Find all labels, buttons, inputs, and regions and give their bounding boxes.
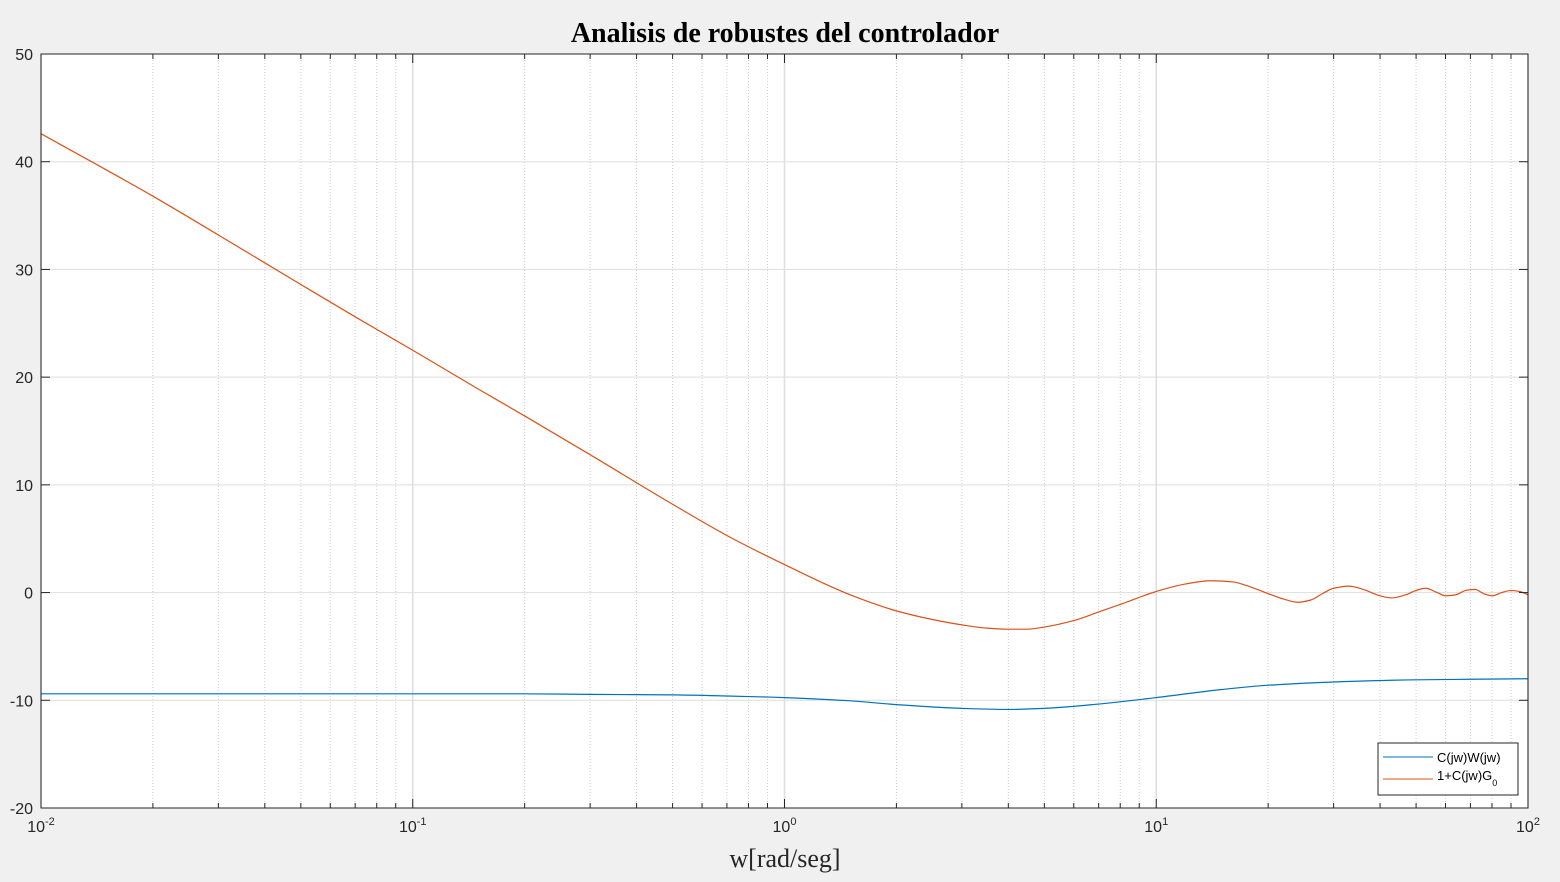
y-tick-label: -20 — [10, 801, 33, 818]
y-tick-label: 10 — [15, 478, 33, 495]
x-tick-labels: 10-2 10-1 100 101 102 — [27, 816, 1540, 836]
x-tick-label: 101 — [1144, 816, 1168, 836]
y-tick-label: 30 — [15, 262, 33, 279]
legend-label-series-2-subscript: 0 — [1492, 778, 1497, 788]
x-tick-label: 10-2 — [27, 816, 55, 836]
x-tick-label: 100 — [773, 816, 797, 836]
y-tick-label: -10 — [10, 693, 33, 710]
legend: C(jw)W(jw) 1+C(jw)G0 — [1377, 742, 1519, 796]
series-line-2 — [40, 133, 1529, 630]
legend-label-series-1: C(jw)W(jw) — [1437, 750, 1501, 765]
series-layer — [40, 133, 1529, 711]
y-tick-label: 20 — [15, 370, 33, 387]
x-tick-label: 10-1 — [399, 816, 427, 836]
grid-major — [40, 53, 1529, 809]
series-line-1 — [41, 678, 1529, 711]
y-tick-labels: -20 -10 0 10 20 30 40 50 — [10, 47, 33, 818]
tick-marks — [40, 53, 1529, 809]
legend-label-series-2: 1+C(jw)G0 — [1437, 768, 1497, 788]
legend-box — [1377, 742, 1519, 796]
legend-label-series-2-main: 1+C(jw)G — [1437, 768, 1492, 783]
x-tick-label: 102 — [1516, 816, 1540, 836]
y-tick-label: 0 — [24, 586, 33, 603]
chart-title: Analisis de robustes del controlador — [571, 18, 999, 49]
x-axis-label: w[rad/seg] — [729, 844, 840, 873]
y-tick-label: 40 — [15, 155, 33, 172]
y-tick-label: 50 — [15, 47, 33, 64]
